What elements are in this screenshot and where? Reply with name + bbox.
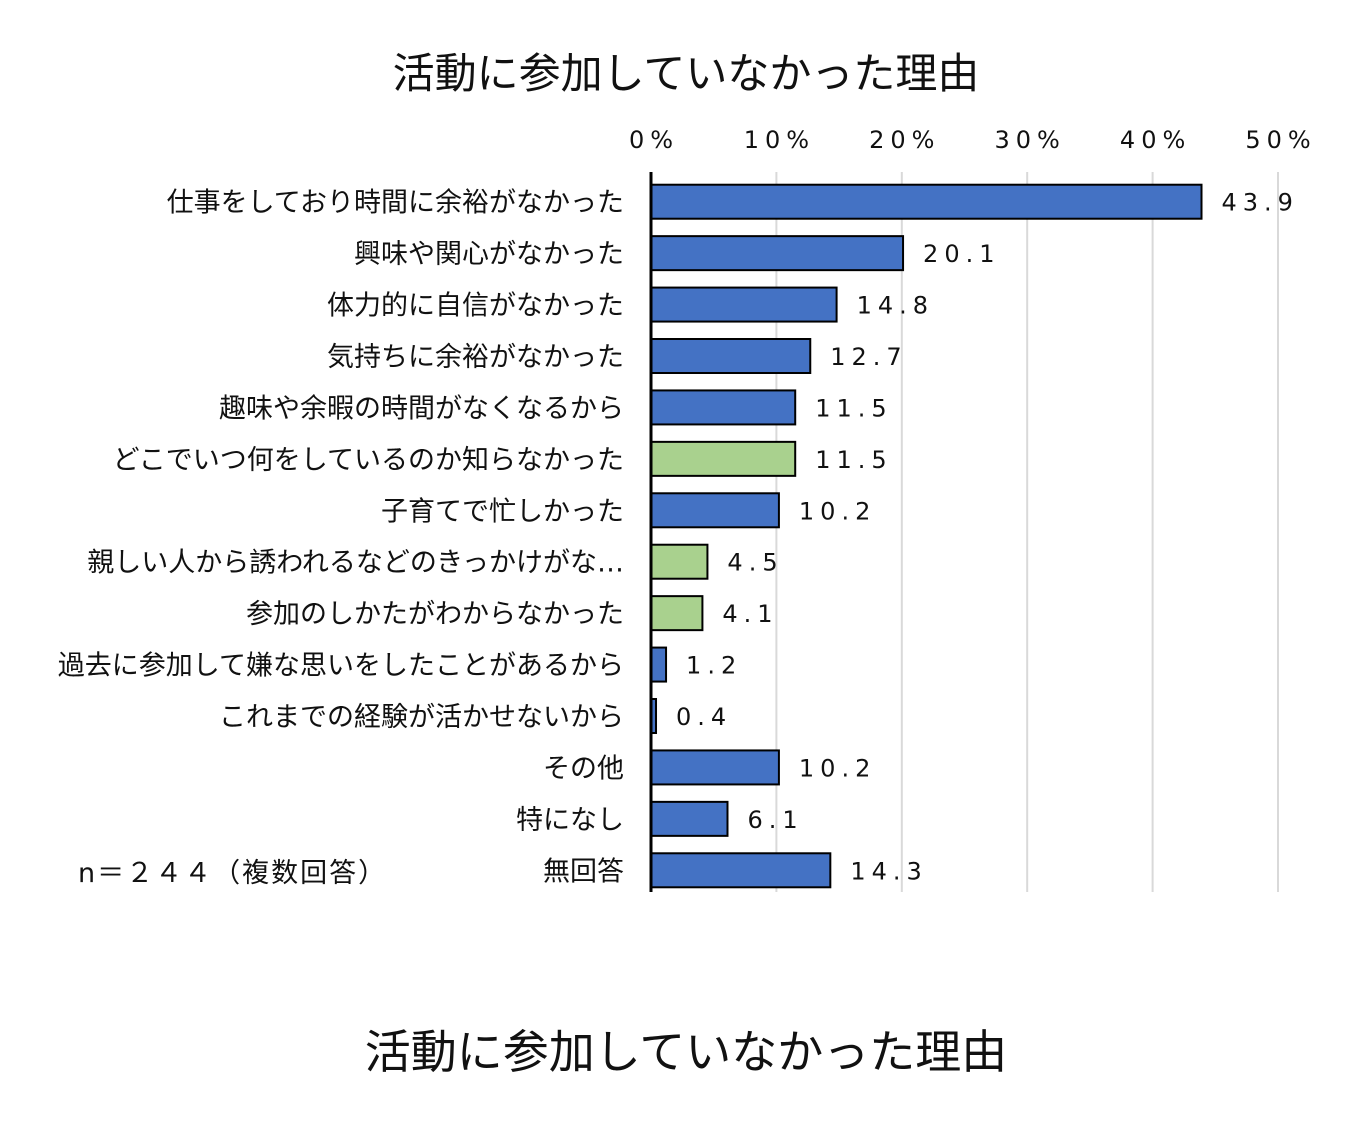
value-label: 20.1: [923, 240, 1000, 268]
category-labels: 仕事をしており時間に余裕がなかった興味や関心がなかった体力的に自信がなかった気持…: [58, 188, 624, 888]
bar: [650, 543, 709, 580]
chart-title: 活動に参加していなかった理由: [393, 49, 980, 98]
bar: [650, 749, 780, 786]
gridlines: [775, 172, 1279, 892]
category-label: 子育てで忙しかった: [381, 496, 624, 527]
x-tick-label: 40%: [1120, 126, 1191, 154]
bar: [650, 338, 812, 374]
value-label: 43.9: [1222, 189, 1299, 217]
value-label: 4.1: [722, 600, 778, 628]
category-label: 興味や関心がなかった: [354, 239, 624, 270]
x-tick-label: 30%: [995, 126, 1066, 154]
category-label: 体力的に自信がなかった: [327, 291, 624, 322]
figure-caption: 活動に参加していなかった理由: [365, 1025, 1008, 1079]
category-label: 無回答: [543, 856, 624, 887]
value-labels: 43.9 20.1 14.8 12.7 11.5 11.5 10.2 4.5 4.1 1.2 0.4…: [676, 189, 1299, 886]
value-label: 12.7: [830, 343, 907, 371]
value-label: 6.1: [747, 806, 803, 834]
value-label: 4.5: [727, 549, 783, 577]
value-label: 11.5: [815, 394, 892, 422]
value-label: 1.2: [686, 652, 742, 680]
bar: [650, 595, 704, 632]
bar: [650, 800, 729, 837]
bar: [650, 286, 838, 323]
value-label: 11.5: [815, 446, 892, 474]
bar: [650, 492, 780, 529]
category-label: 参加のしかたがわからなかった: [246, 599, 624, 630]
category-label: 親しい人から誘われるなどのきっかけがな…: [87, 548, 624, 579]
category-label: 過去に参加して嫌な思いをしたことがあるから: [58, 651, 624, 682]
x-tick-label: 0%: [629, 126, 679, 154]
value-label: 0.4: [676, 703, 732, 731]
category-label: 仕事をしており時間に余裕がなかった: [167, 188, 624, 219]
bar: [650, 389, 797, 426]
bar: [650, 646, 668, 683]
category-label: その他: [543, 753, 624, 784]
bar: [650, 235, 905, 272]
category-label: 特になし: [516, 805, 624, 836]
category-label: 趣味や余暇の時間がなくなるから: [219, 393, 624, 424]
x-tick-label: 10%: [744, 126, 815, 154]
value-label: 14.8: [857, 292, 934, 320]
value-label: 10.2: [799, 754, 876, 782]
bar: [650, 440, 797, 477]
x-tick-label: 50%: [1245, 126, 1316, 154]
bar: [650, 852, 832, 889]
category-label: これまでの経験が活かせないから: [219, 702, 624, 733]
bar: [650, 183, 1203, 220]
value-label: 14.3: [850, 857, 927, 885]
category-label: どこでいつ何をしているのか知らなかった: [113, 445, 624, 476]
x-tick-label: 20%: [869, 126, 940, 154]
category-label: 気持ちに余裕がなかった: [327, 342, 624, 373]
bars: [650, 183, 1203, 889]
x-axis-ticks: 0% 10% 20% 30% 40% 50%: [629, 126, 1316, 154]
value-label: 10.2: [799, 497, 876, 525]
sample-note: n＝２４４（複数回答）: [78, 858, 387, 889]
